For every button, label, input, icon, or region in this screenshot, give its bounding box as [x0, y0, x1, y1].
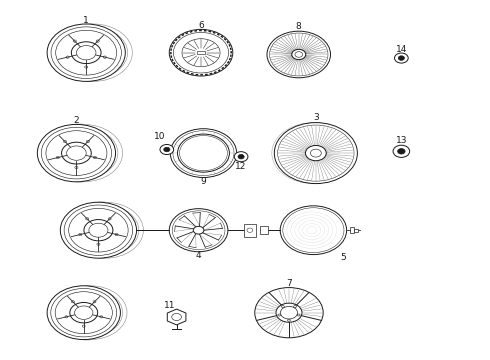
Circle shape: [37, 125, 116, 182]
Text: 8: 8: [296, 22, 302, 31]
Circle shape: [288, 319, 291, 321]
Bar: [260, 226, 269, 234]
Circle shape: [164, 147, 170, 152]
Circle shape: [393, 145, 410, 157]
Circle shape: [234, 152, 248, 162]
Circle shape: [160, 144, 173, 154]
Circle shape: [255, 288, 323, 338]
Text: 11: 11: [164, 301, 175, 310]
Text: 6: 6: [198, 21, 204, 30]
Text: 13: 13: [395, 136, 407, 145]
Circle shape: [238, 154, 244, 159]
Circle shape: [297, 314, 300, 316]
Bar: [350, 227, 354, 233]
Circle shape: [282, 306, 284, 307]
Bar: [244, 224, 256, 237]
Text: 4: 4: [196, 251, 201, 260]
Circle shape: [294, 306, 296, 307]
Circle shape: [394, 53, 408, 63]
Circle shape: [177, 134, 229, 172]
Circle shape: [274, 123, 357, 184]
Circle shape: [267, 31, 331, 78]
Circle shape: [169, 30, 233, 76]
Circle shape: [280, 206, 346, 255]
Text: 9: 9: [200, 177, 206, 186]
Circle shape: [60, 202, 137, 258]
Circle shape: [397, 149, 405, 154]
Circle shape: [47, 24, 125, 81]
Text: 7: 7: [286, 279, 292, 288]
Circle shape: [170, 129, 237, 177]
Polygon shape: [167, 309, 186, 325]
Text: 14: 14: [395, 45, 407, 54]
Text: 2: 2: [74, 116, 79, 125]
Text: 12: 12: [235, 162, 247, 171]
Circle shape: [398, 56, 404, 60]
Text: 3: 3: [313, 113, 318, 122]
Circle shape: [278, 314, 281, 316]
Circle shape: [47, 286, 121, 339]
Circle shape: [276, 303, 302, 322]
Text: 1: 1: [83, 16, 89, 25]
Bar: [197, 51, 205, 54]
Circle shape: [169, 209, 228, 252]
Text: 10: 10: [154, 132, 166, 141]
Bar: [354, 229, 358, 232]
Text: 5: 5: [340, 253, 345, 262]
